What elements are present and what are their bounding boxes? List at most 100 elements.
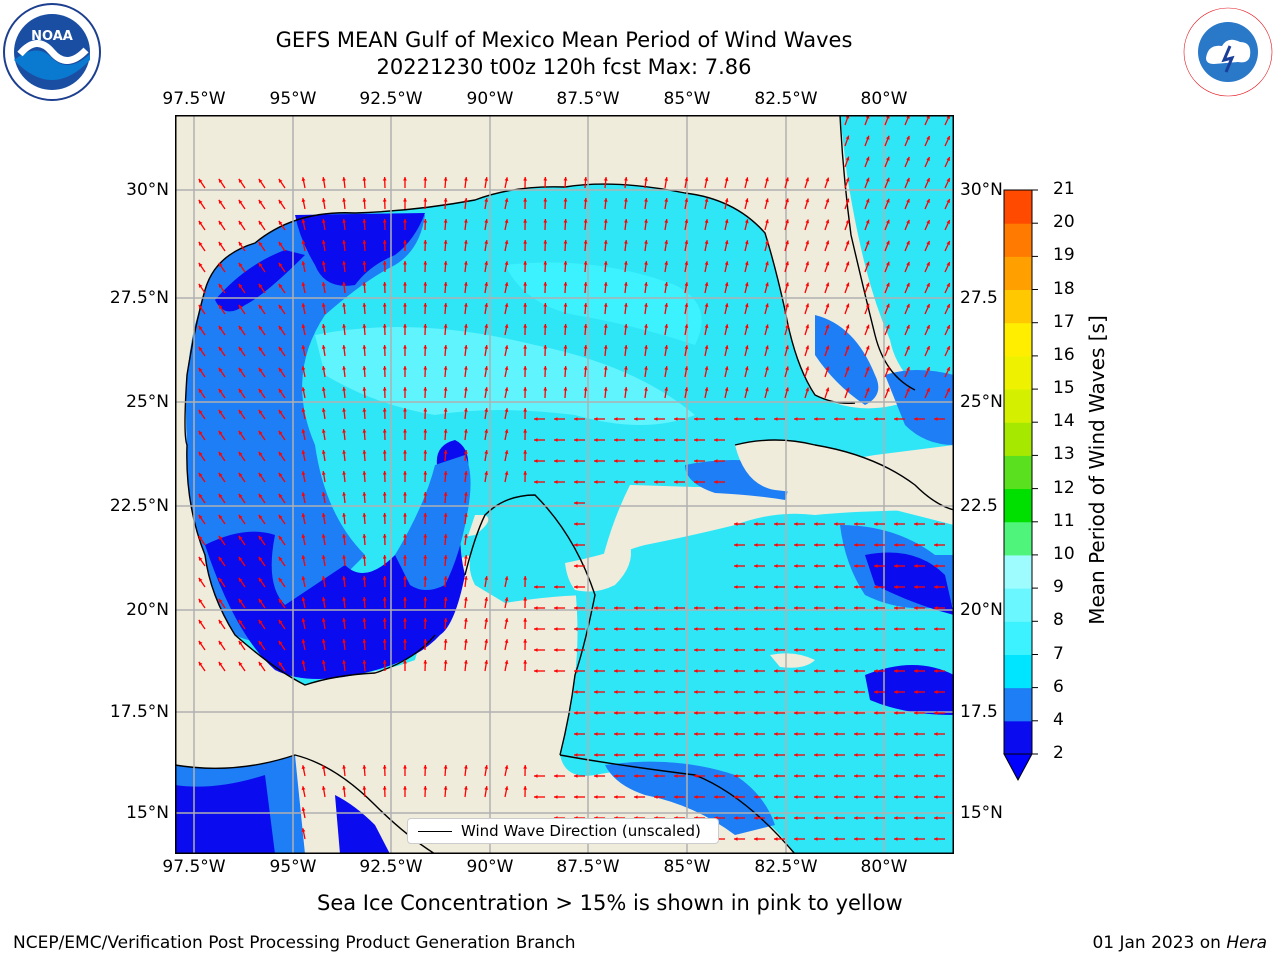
wind-arrow-head <box>301 387 306 391</box>
texas-deep-blue <box>215 250 305 312</box>
wind-arrow-head <box>342 429 346 433</box>
wind-arrow-head <box>644 240 648 244</box>
campeche-mid <box>395 455 471 590</box>
wind-arrow-head <box>614 606 618 610</box>
wind-arrow-head <box>484 576 489 580</box>
wind-arrow-head <box>554 585 558 589</box>
wind-arrow-head <box>342 597 346 601</box>
wind-arrow-head <box>754 648 758 652</box>
colorbar-segment <box>1004 256 1032 291</box>
wind-arrow-head <box>382 471 387 475</box>
wind-arrow-head <box>342 282 346 286</box>
wind-arrow-head <box>704 345 709 349</box>
wind-arrow-head <box>342 492 346 496</box>
wind-arrow-head <box>504 345 509 349</box>
wind-arrow-head <box>714 627 718 631</box>
wind-arrow-head <box>694 648 698 652</box>
wind-arrow-head <box>523 660 528 664</box>
wind-arrow-head <box>654 459 658 463</box>
wind-arrow-head <box>694 627 698 631</box>
wind-arrow-head <box>794 711 798 715</box>
wind-arrow-head <box>238 556 243 561</box>
wind-arrow-head <box>834 669 838 673</box>
wind-arrow-head <box>543 366 548 370</box>
wind-arrow-head <box>684 324 689 328</box>
wind-arrow-head <box>218 556 223 561</box>
footer-date: 01 Jan 2023 on Hera <box>1092 933 1267 953</box>
wind-arrow-head <box>644 282 648 286</box>
wind-arrow-head <box>934 837 938 841</box>
wind-arrow-head <box>321 786 326 790</box>
wind-arrow-head <box>634 459 638 463</box>
wind-arrow-head <box>534 669 538 673</box>
wind-arrow-head <box>734 690 738 694</box>
wind-arrow-head <box>504 618 509 622</box>
wind-arrow-head <box>464 618 468 622</box>
wind-arrow-head <box>754 627 758 631</box>
wind-arrow-head <box>845 156 850 161</box>
wind-arrow-head <box>523 429 528 433</box>
wind-arrow-head <box>484 198 489 202</box>
wind-arrow-head <box>785 387 789 392</box>
wind-arrow-head <box>583 303 588 307</box>
wind-arrow-head <box>754 795 758 799</box>
wind-arrow-head <box>464 408 468 412</box>
wind-arrow-head <box>301 555 306 559</box>
wind-arrow-head <box>644 198 648 202</box>
wind-arrow-head <box>805 324 809 329</box>
wind-arrow-head <box>926 388 930 392</box>
wind-arrow-head <box>774 732 778 736</box>
wind-arrow-head <box>724 366 729 371</box>
wind-arrow-head <box>594 459 598 463</box>
wind-arrow-head <box>845 366 850 371</box>
wind-arrow-head <box>443 429 448 433</box>
wind-arrow-head <box>382 618 387 622</box>
wind-arrow-head <box>765 387 769 392</box>
wind-arrow-head <box>484 345 489 349</box>
wind-arrow-head <box>704 198 709 202</box>
wind-arrow-head <box>834 795 838 799</box>
wind-arrow-head <box>825 198 830 203</box>
wind-arrow-head <box>724 177 729 182</box>
nws-logo <box>1180 4 1276 100</box>
wind-arrow-head <box>301 513 306 517</box>
wind-arrow-head <box>403 513 407 517</box>
wind-arrow-head <box>845 135 850 140</box>
wind-arrow-head <box>694 669 698 673</box>
wind-arrow-head <box>321 429 326 433</box>
wind-arrow-head <box>614 753 618 757</box>
wind-arrow-head <box>594 627 598 631</box>
wind-arrow-head <box>874 417 878 421</box>
wind-arrow-head <box>874 774 878 778</box>
wind-arrow-head <box>754 543 758 547</box>
wind-arrow-head <box>278 493 283 498</box>
wind-arrow-head <box>523 324 528 328</box>
wind-arrow-head <box>894 417 898 421</box>
wind-arrow-head <box>814 522 818 526</box>
wind-arrow-head <box>382 261 387 265</box>
wind-arrow-head <box>914 627 918 631</box>
wind-arrow-head <box>794 732 798 736</box>
colorbar-segment <box>1004 621 1032 655</box>
wind-arrow-head <box>218 493 223 498</box>
wind-arrow-head <box>834 816 838 820</box>
wind-arrow-head <box>854 543 858 547</box>
wind-arrow-head <box>785 366 789 371</box>
right-lat-tick: 22.5 <box>960 496 998 516</box>
wind-arrow-head <box>403 450 407 454</box>
wind-arrow-head <box>321 597 326 601</box>
wind-arrow-head <box>744 240 749 245</box>
wind-arrow-head <box>894 543 898 547</box>
wind-arrow-head <box>694 690 698 694</box>
wind-arrow-head <box>934 732 938 736</box>
wind-arrow-head <box>574 732 578 736</box>
wind-arrow-head <box>342 639 346 643</box>
wind-arrow-head <box>894 627 898 631</box>
wind-arrow-head <box>218 598 223 603</box>
wind-arrow-head <box>814 543 818 547</box>
wind-arrow-head <box>464 429 468 433</box>
wind-arrow-head <box>362 240 367 244</box>
wind-arrow-head <box>484 639 489 643</box>
wind-arrow-head <box>845 303 850 308</box>
colorbar-segment <box>1004 521 1032 556</box>
